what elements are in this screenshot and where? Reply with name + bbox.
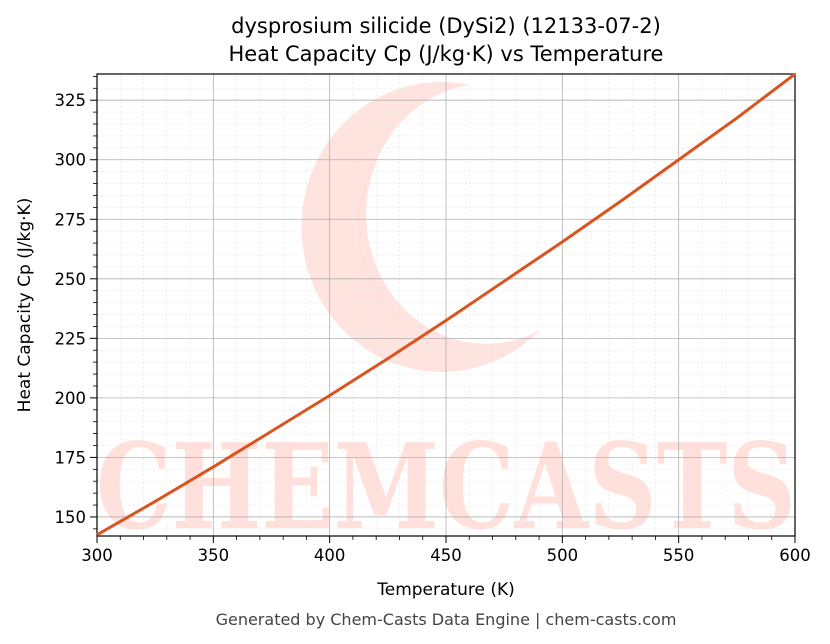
x-tick-labels: 300 350 400 450 500 550 600 [81,546,811,565]
y-tick-labels: 150 175 200 225 250 275 300 325 [55,91,87,527]
chart-title-line-1: dysprosium silicide (DySi2) (12133-07-2) [231,14,661,38]
x-tick-label: 300 [81,546,113,565]
y-tick-label: 200 [55,389,87,408]
series-line [96,72,796,537]
footer-credit: Generated by Chem-Casts Data Engine | ch… [216,610,677,629]
x-tick-label: 500 [547,546,579,565]
y-axis-label: Heat Capacity Cp (J/kg·K) [15,198,35,413]
x-axis-label: Temperature (K) [376,580,515,600]
watermark-swirl-icon [301,81,540,372]
x-tick-label: 450 [430,546,462,565]
chart-title-line-2: Heat Capacity Cp (J/kg·K) vs Temperature [229,42,664,66]
y-tick-label: 175 [55,448,87,467]
x-tick-label: 350 [198,546,230,565]
y-tick-label: 225 [55,329,87,348]
x-tick-label: 400 [314,546,346,565]
x-tick-label: 600 [779,546,811,565]
y-tick-label: 250 [55,270,87,289]
y-tick-label: 325 [55,91,87,110]
y-tick-label: 300 [55,151,87,170]
y-tick-label: 275 [55,210,87,229]
y-tick-label: 150 [55,508,87,527]
major-grid [96,74,796,536]
axis-ticks [90,75,796,543]
x-tick-label: 550 [663,546,695,565]
